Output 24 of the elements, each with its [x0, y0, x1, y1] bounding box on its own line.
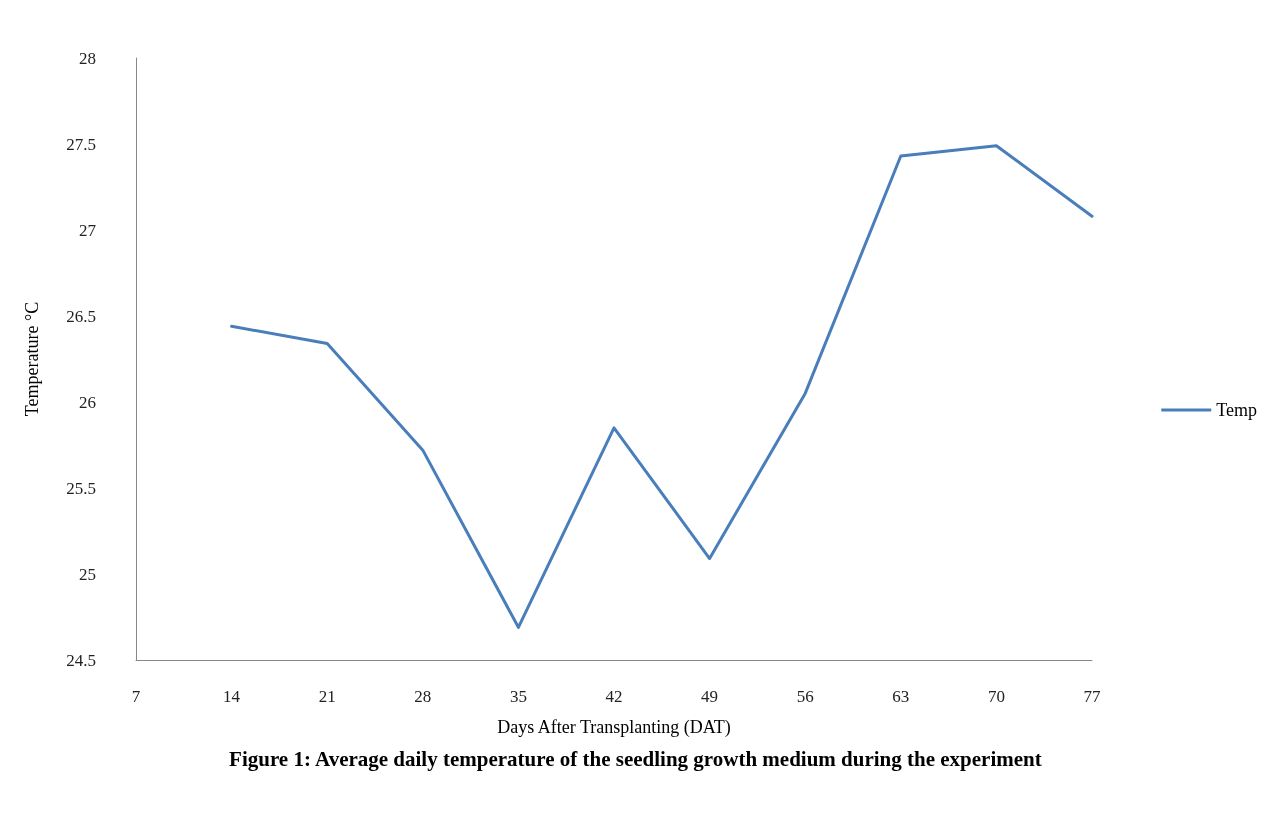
y-tick-label: 25 [79, 564, 96, 584]
line-series [230, 144, 1094, 629]
x-tick-label: 77 [1083, 687, 1101, 706]
y-axis-title: Temperature °C [22, 301, 42, 417]
x-tick-label: 35 [509, 687, 527, 706]
y-tick-label: 27 [79, 220, 97, 240]
x-tick-label: 49 [701, 687, 719, 706]
y-tick-label: 25.5 [66, 478, 96, 498]
caption: Figure 1: Average daily temperature of the seedling growth medium during the experiment [229, 746, 1042, 771]
y-tick-label: 28 [79, 48, 96, 68]
x-tick-label: 7 [131, 687, 141, 706]
x-tick-label: 56 [796, 687, 814, 706]
x-tick-label: 28 [414, 687, 432, 706]
x-tick-label: 63 [892, 687, 910, 706]
x-tick-label: 14 [223, 687, 241, 706]
x-tick-label: 42 [605, 687, 623, 706]
y-tick-label: 26.5 [66, 306, 96, 326]
x-axis-title: Days After Transplanting (DAT) [497, 717, 731, 738]
x-tick-label: 70 [987, 687, 1005, 706]
y-tick-label: 27.5 [66, 134, 96, 154]
y-tick-label: 24.5 [66, 650, 96, 670]
y-tick-label: 26 [79, 392, 96, 412]
x-tick-label: 21 [318, 687, 336, 706]
legend-label: Temp [1216, 400, 1258, 420]
